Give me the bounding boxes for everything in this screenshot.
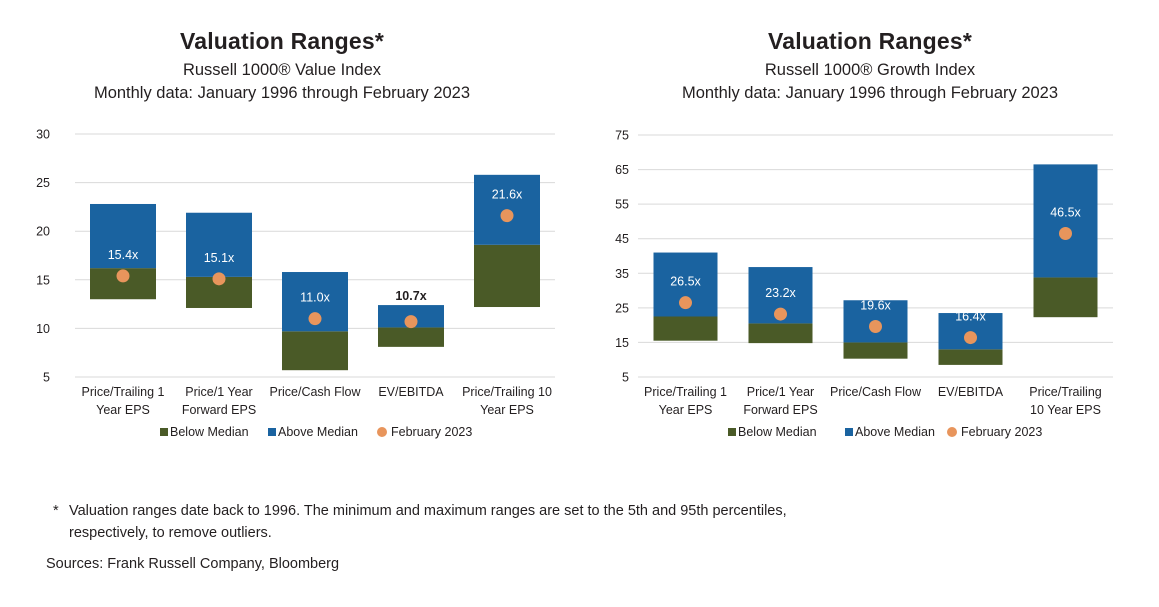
chart-subtitle-period: Monthly data: January 1996 through Febru… [681, 84, 1059, 102]
y-tick-label: 65 [615, 163, 629, 177]
below-median-bar [282, 331, 348, 371]
x-category-label: EV/EBITDA [378, 385, 444, 399]
x-category-label: Price/Cash Flow [270, 385, 362, 399]
below-median-bar [1033, 277, 1098, 318]
legend-february-2023-label: February 2023 [961, 425, 1042, 439]
data-label: 15.1x [204, 251, 235, 265]
x-category-label: Year EPS [96, 403, 150, 417]
below-median-bar [938, 349, 1003, 365]
data-label: 19.6x [860, 299, 891, 313]
chart-title: Valuation Ranges* [767, 28, 973, 54]
value-index-chart: 5 10 15 20 25 30 15.4x Price/Trailing 1 Year EPS… [36, 128, 555, 439]
below-median-bar [843, 342, 908, 359]
y-tick-label: 35 [615, 267, 629, 281]
legend-below-median-swatch [728, 428, 736, 436]
february-2023-point [679, 296, 692, 310]
above-median-bar [90, 203, 156, 269]
y-tick-label: 30 [36, 128, 50, 142]
y-tick-label: 75 [615, 129, 629, 143]
data-label: 16.4x [955, 310, 986, 324]
x-category-label: Year EPS [480, 403, 534, 417]
legend-february-2023-label: February 2023 [391, 425, 472, 439]
footnote-marker: * [53, 503, 59, 519]
value-index-panel: Valuation Ranges* Russell 1000® Value In… [0, 0, 580, 470]
growth-index-panel: Valuation Ranges* Russell 1000® Growth I… [580, 0, 1159, 470]
x-category-label: 10 Year EPS [1030, 403, 1101, 417]
legend-above-median-label: Above Median [278, 425, 358, 439]
legend-below-median-swatch [160, 428, 168, 436]
above-median-bar [1033, 164, 1098, 278]
february-2023-point [404, 315, 418, 329]
growth-index-chart: 5 15 25 35 45 55 65 75 26.5x Price/Trailing 1 Year… [615, 129, 1113, 439]
chart-subtitle-period: Monthly data: January 1996 through Febru… [93, 84, 471, 102]
february-2023-point [212, 272, 226, 286]
above-median-bar [186, 212, 252, 277]
y-tick-label: 5 [43, 371, 50, 385]
february-2023-point [869, 320, 882, 334]
data-label: 23.2x [765, 286, 796, 300]
data-label: 10.7x [395, 289, 426, 303]
x-category-label: Price/1 Year [747, 385, 814, 399]
y-tick-label: 25 [36, 176, 50, 190]
y-tick-label: 5 [622, 371, 629, 385]
x-category-label: Price/Trailing 1 [644, 385, 727, 399]
x-category-label: EV/EBITDA [938, 385, 1004, 399]
y-tick-label: 55 [615, 198, 629, 212]
x-category-label: Price/Cash Flow [830, 385, 922, 399]
chart-title: Valuation Ranges* [179, 28, 385, 54]
x-category-label: Price/Trailing [1029, 385, 1102, 399]
y-tick-label: 15 [36, 273, 50, 287]
y-tick-label: 20 [36, 225, 50, 239]
x-category-label: Forward EPS [743, 403, 817, 417]
y-tick-label: 10 [36, 322, 50, 336]
data-label: 11.0x [300, 291, 330, 305]
data-label: 26.5x [670, 275, 701, 289]
sources-note: Sources: Frank Russell Company, Bloomber… [46, 556, 340, 572]
below-median-bar [474, 244, 540, 308]
february-2023-point [308, 312, 322, 326]
below-median-bar [748, 323, 813, 344]
chart-subtitle: Russell 1000® Value Index [182, 61, 382, 79]
y-tick-label: 45 [615, 232, 629, 246]
x-category-label: Price/Trailing 1 [82, 385, 165, 399]
legend-above-median-label: Above Median [855, 425, 935, 439]
below-median-bar [653, 316, 718, 341]
below-median-bar [378, 327, 444, 347]
legend-below-median-label: Below Median [738, 425, 817, 439]
footnote-text: Valuation ranges date back to 1996. The … [69, 503, 787, 541]
data-label: 21.6x [492, 188, 523, 202]
february-2023-point [964, 331, 977, 345]
legend-february-2023-swatch [947, 427, 957, 437]
y-tick-label: 15 [615, 336, 629, 350]
x-category-label: Price/Trailing 10 [462, 385, 552, 399]
legend-below-median-label: Below Median [170, 425, 249, 439]
data-label: 15.4x [108, 248, 139, 262]
february-2023-point [1059, 227, 1072, 241]
chart-subtitle: Russell 1000® Growth Index [764, 61, 976, 79]
data-label: 46.5x [1050, 206, 1081, 220]
february-2023-point [116, 269, 130, 283]
february-2023-point [500, 209, 514, 223]
x-category-label: Forward EPS [182, 403, 256, 417]
legend-above-median-swatch [845, 428, 853, 436]
february-2023-point [774, 307, 787, 321]
x-category-label: Year EPS [659, 403, 713, 417]
legend-above-median-swatch [268, 428, 276, 436]
x-category-label: Price/1 Year [185, 385, 252, 399]
legend-february-2023-swatch [377, 427, 387, 437]
y-tick-label: 25 [615, 301, 629, 315]
